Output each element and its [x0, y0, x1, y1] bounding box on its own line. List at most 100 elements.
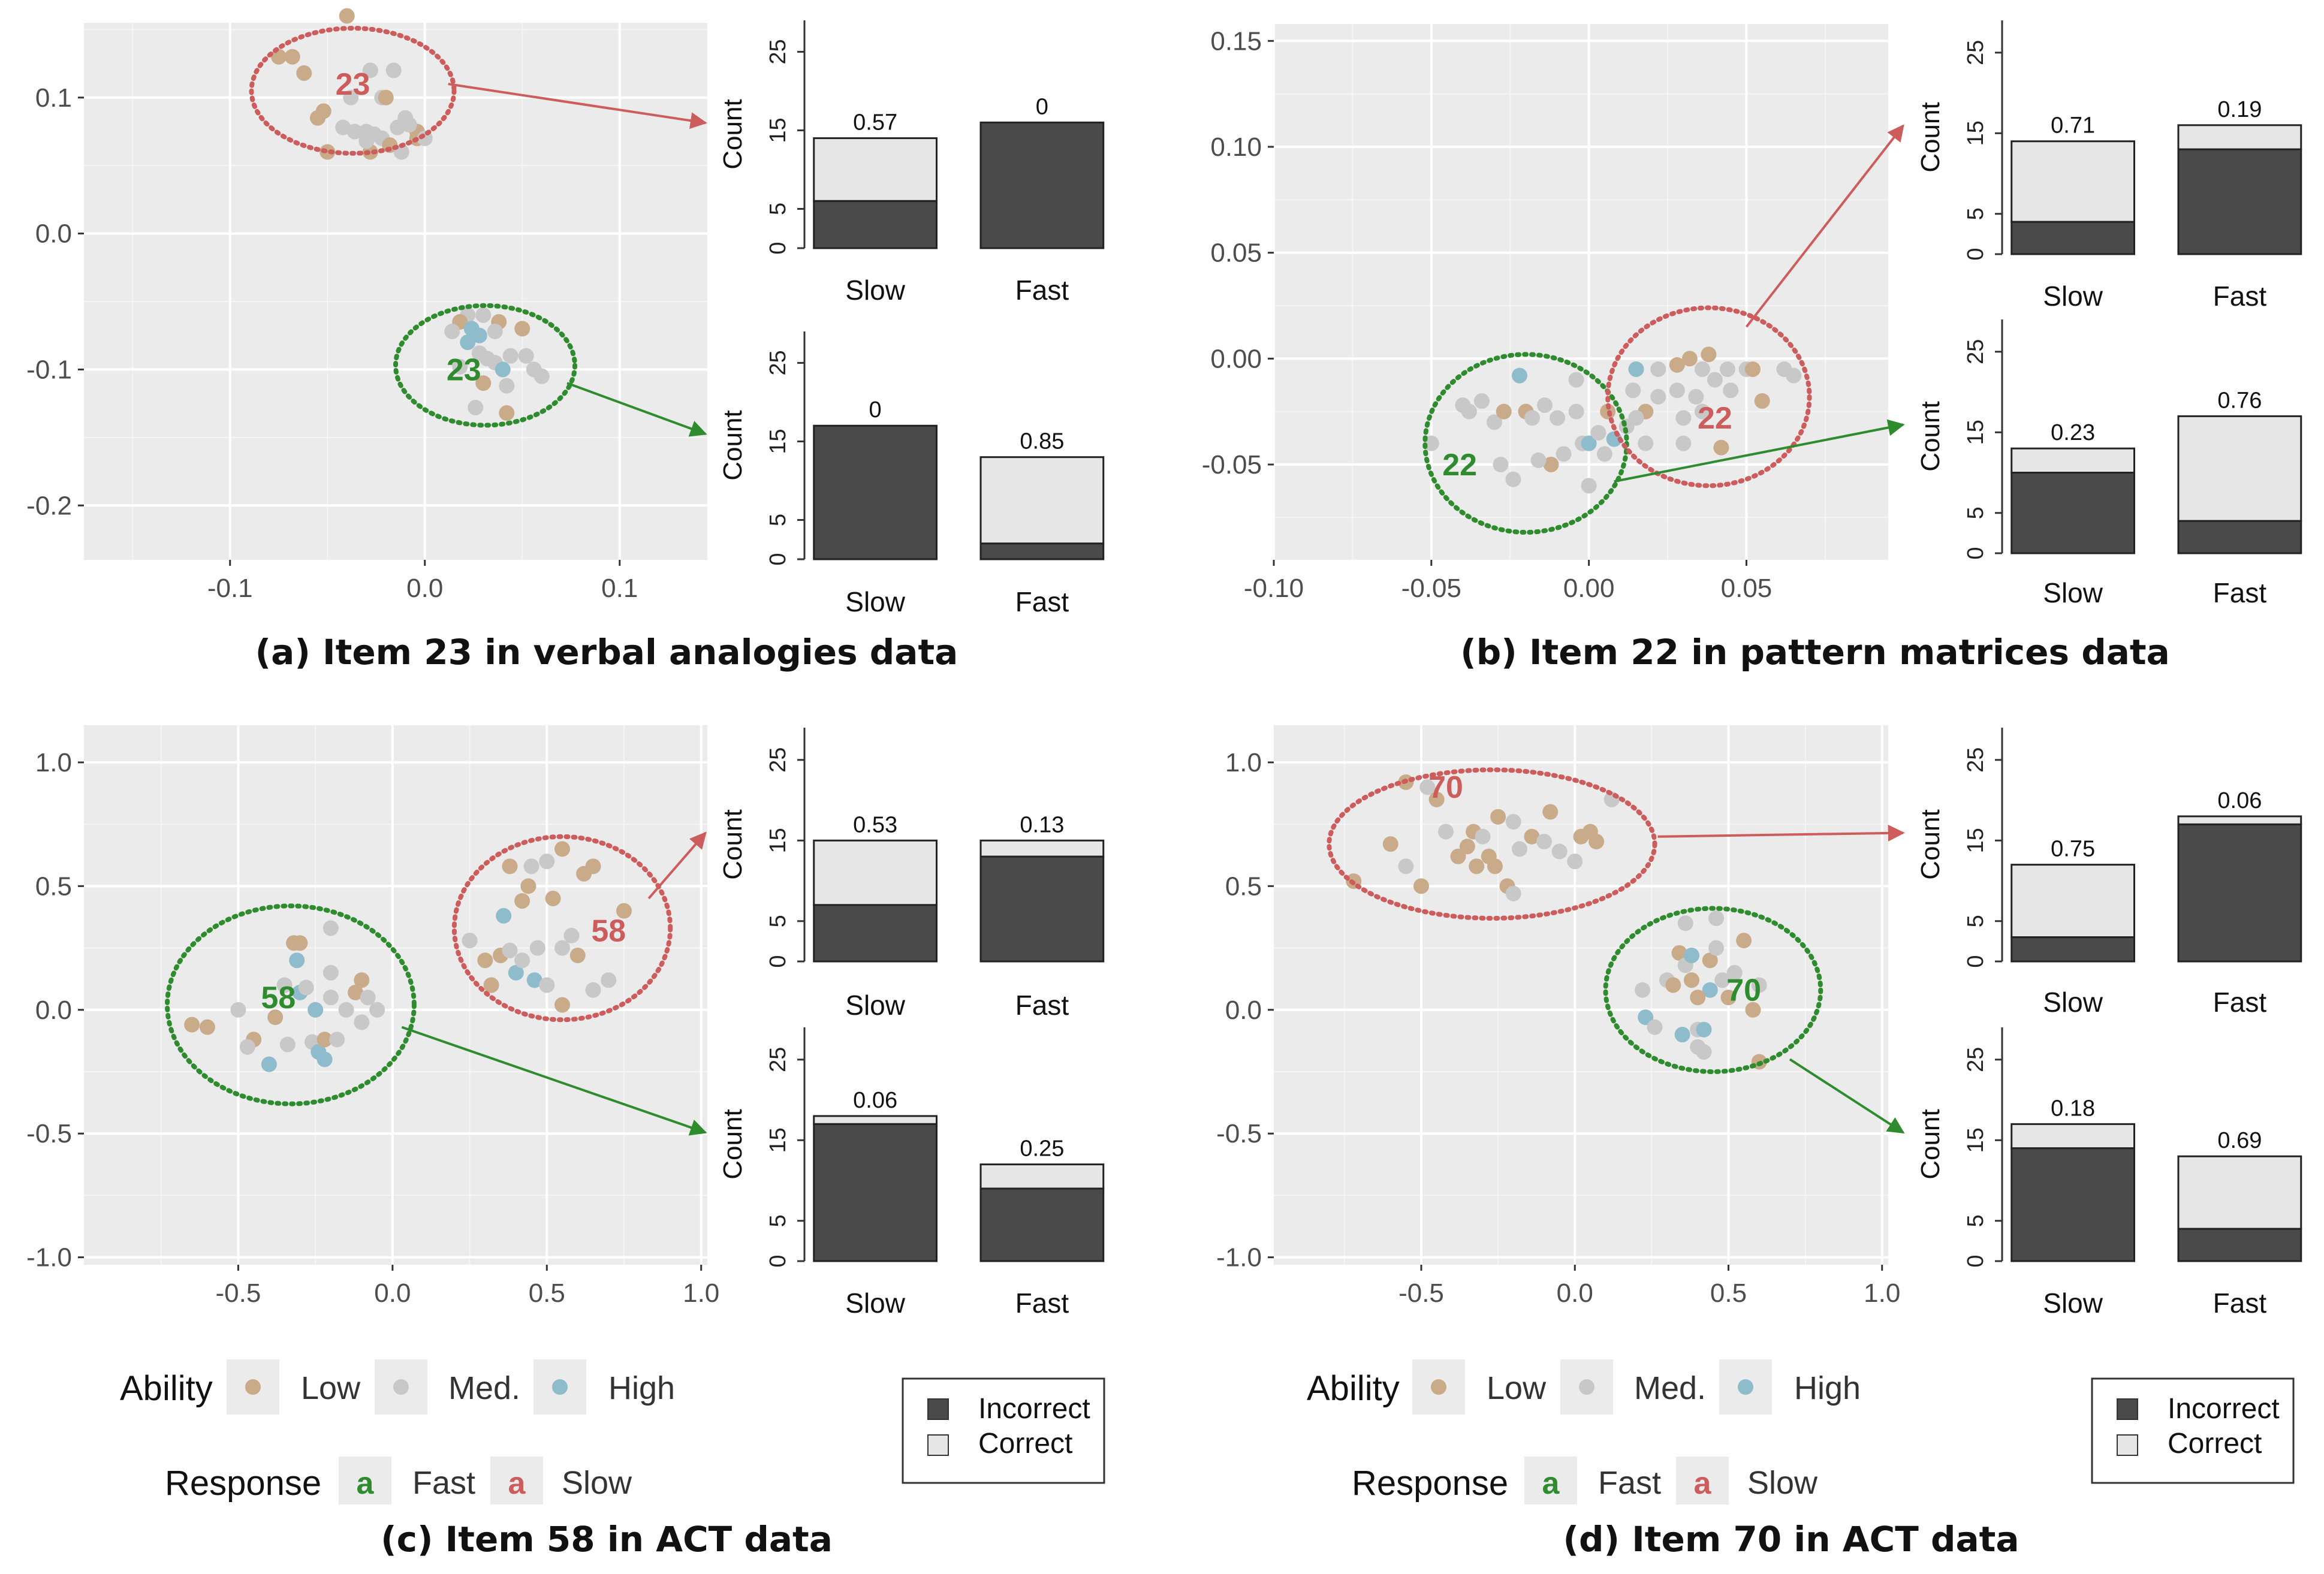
point-high	[495, 361, 511, 378]
point-low	[1713, 439, 1729, 456]
point-med	[585, 982, 601, 998]
point-med	[343, 89, 359, 105]
bar-correct-fast	[2177, 124, 2302, 150]
point-med	[1524, 410, 1541, 426]
point-low	[502, 858, 518, 875]
legend-dot-high	[1738, 1379, 1753, 1395]
y-tick-label: -1.0	[26, 1243, 72, 1273]
point-med	[1675, 410, 1692, 426]
bar-y-tick-label: 15	[765, 117, 791, 143]
point-med	[533, 368, 550, 384]
point-low	[520, 878, 536, 894]
chart-d: -0.5 0.0 0.5 1.0 1.0 0.5 0.0 -0.5 -1.0 70 70 0 5 15 25…	[1216, 725, 2302, 1319]
bar-incorrect-fast	[2177, 520, 2302, 554]
point-med	[1486, 414, 1502, 430]
point-med	[1505, 471, 1521, 487]
point-high	[526, 972, 542, 988]
bar-chart-a-fast-group: 0 5 15 25 Count 0 Slow 0.85 Fast	[718, 331, 1105, 617]
x-tick-label: -0.05	[1401, 574, 1461, 603]
point-low	[1702, 952, 1718, 969]
bar-y-tick-label: 15	[765, 429, 791, 454]
legend-key-slow	[490, 1457, 543, 1504]
bar-category-label-fast: Fast	[1015, 275, 1069, 306]
bar-y-axis-title: Count	[718, 1109, 747, 1179]
group-label-slow: 58	[591, 914, 626, 949]
point-low	[1487, 858, 1503, 875]
group-label-slow: 22	[1698, 401, 1732, 436]
bar-y-tick-label: 0	[1963, 248, 1988, 260]
x-tick-label: -0.1	[207, 574, 253, 603]
point-med	[502, 942, 518, 958]
bar-chart-d-slow-group: 0 5 15 25 Count 0.75 Slow 0.06 Fast	[1916, 728, 2302, 1018]
point-med	[1707, 372, 1723, 388]
point-med	[322, 964, 339, 981]
point-high	[1628, 361, 1644, 377]
point-low	[1588, 834, 1605, 850]
x-tick-label: 0.1	[601, 574, 638, 603]
point-med	[329, 1032, 345, 1048]
point-med	[487, 323, 503, 339]
point-low	[1671, 945, 1687, 961]
point-high	[471, 327, 487, 343]
y-tick-label: 0.10	[1210, 132, 1262, 162]
point-low	[1681, 351, 1698, 367]
point-low	[199, 1019, 215, 1035]
point-low	[284, 49, 300, 65]
point-med	[335, 119, 351, 135]
bar-y-axis-title: Count	[718, 410, 747, 480]
bar-category-label-fast: Fast	[1015, 990, 1069, 1021]
point-med	[322, 990, 339, 1006]
point-med	[1556, 446, 1572, 462]
bar-incorrect-slow	[813, 1123, 938, 1262]
point-low	[514, 893, 530, 909]
point-med	[1719, 361, 1735, 377]
bar-category-label-fast: Fast	[1015, 1287, 1069, 1319]
caption-c: (c) Item 58 in ACT data	[381, 1519, 833, 1560]
legend-response-title: Response	[165, 1464, 321, 1503]
point-med	[239, 1039, 255, 1055]
bar-data-label-slow: 0	[869, 397, 882, 423]
point-low	[514, 321, 530, 337]
point-med	[385, 62, 402, 79]
bar-correct-fast	[2177, 415, 2302, 522]
legend-ability-title: Ability	[120, 1369, 213, 1408]
bar-y-tick-label: 0	[1963, 547, 1988, 559]
point-low	[339, 8, 355, 24]
bar-correct-slow	[2010, 140, 2135, 223]
bar-y-tick-label: 5	[1963, 1214, 1988, 1227]
bar-correct-fast	[979, 456, 1105, 545]
bar-correct-slow	[813, 1115, 938, 1125]
point-low	[554, 997, 571, 1013]
caption-b: (b) Item 22 in pattern matrices data	[1460, 632, 2170, 673]
legend-label-correct: Correct	[2168, 1428, 2262, 1460]
bar-correct-slow	[2010, 864, 2135, 939]
point-med	[468, 399, 484, 415]
point-low	[354, 972, 370, 988]
point-low	[310, 110, 325, 126]
point-med	[1438, 824, 1454, 840]
legend-fill-box-left	[902, 1377, 1105, 1484]
point-med	[1461, 403, 1477, 420]
point-med	[279, 1036, 296, 1053]
point-med	[390, 119, 406, 135]
arrow-fast	[566, 382, 707, 437]
bar-chart-b-fast-group: 0 5 15 25 Count 0.23 Slow 0.76 Fast	[1916, 319, 2302, 608]
point-high	[460, 334, 476, 351]
x-tick-label: -0.10	[1244, 574, 1304, 603]
point-med	[1419, 779, 1436, 795]
group-ellipse-slow	[451, 834, 673, 1023]
legend-dot-low	[1431, 1379, 1446, 1395]
bar-category-label-fast: Fast	[2213, 281, 2267, 312]
bar-category-label-fast: Fast	[2213, 1287, 2267, 1319]
legend-left: Ability Low Med. High Response a Fast a …	[120, 1359, 1105, 1504]
bar-data-label-slow: 0.71	[2051, 113, 2095, 138]
point-med	[1647, 1019, 1663, 1035]
bar-y-tick-label: 25	[765, 39, 791, 64]
bar-y-tick-label: 5	[1963, 506, 1988, 519]
point-low	[1665, 977, 1681, 993]
point-med	[1550, 410, 1566, 426]
point-med	[523, 858, 539, 875]
bar-data-label-fast: 0.85	[1020, 429, 1064, 454]
point-low	[1736, 933, 1752, 949]
